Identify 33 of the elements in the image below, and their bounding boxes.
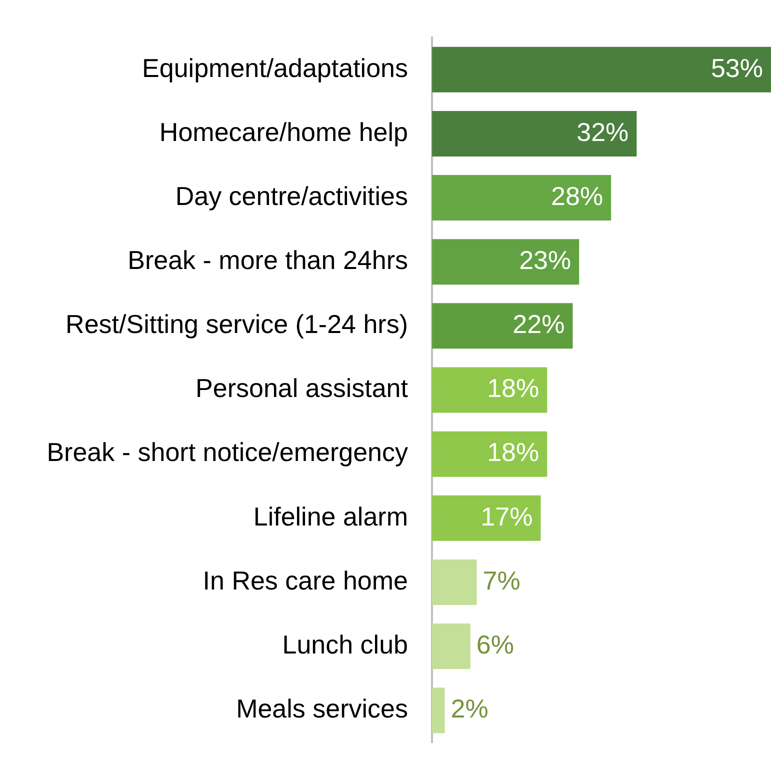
bar — [432, 431, 548, 477]
y-tick-label: Meals services — [236, 694, 408, 724]
bar — [432, 303, 573, 349]
y-tick-label: Day centre/activities — [175, 180, 408, 211]
bar — [432, 239, 580, 285]
y-tick-label: Lifeline alarm — [253, 501, 408, 532]
data-label: 7% — [482, 565, 520, 596]
bar — [432, 367, 548, 413]
bar — [432, 110, 637, 156]
y-tick-label: Lunch club — [282, 629, 408, 660]
data-label: 17% — [480, 501, 533, 532]
bar — [432, 624, 470, 670]
data-label: 6% — [476, 629, 514, 660]
data-label: 18% — [487, 373, 540, 404]
y-tick-label: In Res care home — [202, 565, 408, 596]
y-tick-label: Personal assistant — [196, 373, 409, 404]
y-tick-label: Break - more than 24hrs — [128, 245, 408, 276]
bar — [432, 495, 541, 541]
data-label: 32% — [576, 116, 629, 147]
bar — [432, 688, 445, 734]
y-tick-label: Equipment/adaptations — [142, 52, 408, 83]
y-tick-label: Break - short notice/emergency — [46, 437, 408, 468]
data-label: 22% — [512, 309, 565, 340]
bar — [432, 46, 771, 92]
data-label: 2% — [450, 694, 488, 724]
bar — [432, 559, 477, 605]
bar — [432, 175, 612, 221]
y-tick-label: Rest/Sitting service (1-24 hrs) — [66, 309, 408, 340]
data-label: 23% — [519, 245, 572, 276]
y-tick-label: Homecare/home help — [159, 116, 408, 147]
data-label: 18% — [487, 437, 540, 468]
data-label: 28% — [551, 180, 604, 211]
data-label: 53% — [710, 52, 763, 83]
